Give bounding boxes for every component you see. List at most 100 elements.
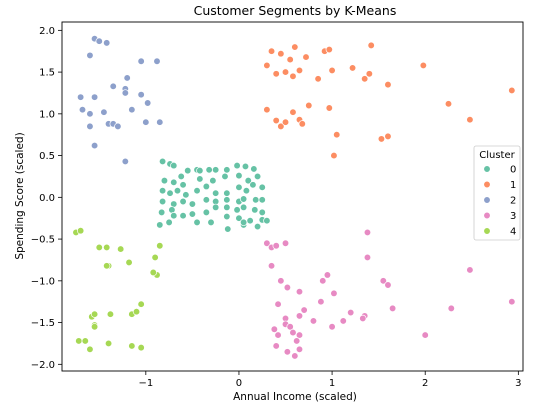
cluster-3-point <box>291 352 299 360</box>
cluster-4-point <box>128 342 136 350</box>
cluster-4-point <box>76 227 85 235</box>
legend-label-3: 3 <box>510 211 516 222</box>
cluster-0-point <box>233 161 241 170</box>
cluster-1-point <box>298 120 306 128</box>
cluster-0-point <box>252 196 260 204</box>
cluster-4-point <box>132 308 141 316</box>
cluster-0-point <box>212 203 220 212</box>
cluster-0-point <box>193 218 201 227</box>
cluster-2-point <box>121 157 129 166</box>
cluster-0-point <box>212 166 220 174</box>
cluster-1-point <box>361 75 369 83</box>
cluster-1-point <box>348 64 357 72</box>
cluster-0-point <box>202 182 211 191</box>
cluster-4-point <box>104 339 113 348</box>
cluster-1-point <box>365 70 373 78</box>
cluster-0-point <box>253 222 262 231</box>
cluster-3-point <box>272 342 280 350</box>
cluster-0-point <box>177 172 185 181</box>
legend-label-1: 1 <box>510 180 516 191</box>
legend-label-2: 2 <box>510 196 516 207</box>
cluster-4-point <box>81 337 89 345</box>
cluster-4-point <box>137 300 145 308</box>
cluster-4-point <box>75 337 83 345</box>
cluster-1-point <box>328 66 336 75</box>
cluster-0-point <box>158 208 166 217</box>
cluster-3-point <box>289 328 297 337</box>
cluster-0-point <box>241 162 250 171</box>
cluster-0-point <box>239 195 248 203</box>
legend-label-4: 4 <box>510 227 516 238</box>
cluster-1-point <box>367 41 375 50</box>
cluster-2-point <box>121 89 129 97</box>
x-tick-label: 2 <box>422 378 428 389</box>
cluster-0-point <box>196 175 204 183</box>
cluster-3-point <box>281 239 290 247</box>
cluster-4-point <box>106 310 115 318</box>
cluster-0-point <box>223 203 231 212</box>
cluster-0-point <box>223 189 231 197</box>
cluster-1-point <box>384 80 392 89</box>
cluster-0-point <box>165 218 173 227</box>
cluster-1-point <box>444 100 453 108</box>
cluster-4-point <box>90 323 99 331</box>
cluster-2-point <box>142 118 150 126</box>
cluster-0-point <box>235 171 243 180</box>
y-tick-label: −1.0 <box>31 276 55 287</box>
cluster-3-point <box>359 314 367 323</box>
cluster-3-point <box>283 348 292 356</box>
cluster-0-point <box>188 210 197 218</box>
cluster-2-point <box>156 118 164 126</box>
cluster-0-point <box>249 181 257 189</box>
cluster-4-point <box>156 242 164 250</box>
cluster-0-point <box>179 197 187 206</box>
cluster-2-point <box>114 122 122 131</box>
cluster-1-point <box>295 66 304 75</box>
cluster-3-point <box>323 271 332 279</box>
cluster-1-point <box>419 61 427 70</box>
cluster-3-point <box>283 283 292 292</box>
cluster-0-point <box>202 208 211 217</box>
cluster-0-point <box>166 189 174 197</box>
y-tick-label: 1.5 <box>39 68 55 79</box>
x-axis: −1 0 1 2 3 <box>138 371 522 389</box>
cluster-0-point <box>235 214 243 222</box>
cluster-3-point <box>319 277 327 285</box>
cluster-3-point <box>277 277 285 285</box>
cluster-4-point <box>125 258 133 267</box>
cluster-1-point <box>305 101 313 110</box>
cluster-0-point <box>158 187 167 195</box>
y-tick-label: 0.5 <box>39 151 55 162</box>
cluster-0-point <box>173 187 182 195</box>
cluster-0-point <box>160 176 169 185</box>
cluster-0-point <box>253 172 262 181</box>
cluster-0-point <box>242 187 251 195</box>
cluster-0-point <box>246 217 254 225</box>
cluster-2-point <box>90 93 99 101</box>
cluster-1-point <box>263 106 271 114</box>
x-tick-label: 3 <box>515 378 521 389</box>
cluster-1-point <box>289 108 297 116</box>
y-tick-label: 0.0 <box>39 193 55 204</box>
cluster-3-point <box>317 298 325 306</box>
cluster-2-point <box>137 57 145 65</box>
y-tick-label: 1.0 <box>39 109 55 120</box>
cluster-1-point <box>267 47 276 55</box>
cluster-3-point <box>274 300 282 308</box>
cluster-0-point <box>244 176 252 185</box>
cluster-4-point <box>90 310 99 318</box>
cluster-0-point <box>235 183 243 191</box>
cluster-3-point <box>328 323 336 331</box>
cluster-3-point <box>267 262 276 270</box>
cluster-0-point <box>263 217 271 225</box>
cluster-3-point <box>272 242 280 250</box>
cluster-0-point <box>239 218 248 227</box>
cluster-4-point <box>149 268 157 277</box>
cluster-0-point <box>179 212 187 220</box>
cluster-0-point <box>170 161 178 170</box>
legend-marker-4 <box>483 227 491 235</box>
cluster-0-point <box>251 206 259 214</box>
cluster-1-point <box>377 135 386 143</box>
cluster-1-point <box>289 72 297 80</box>
legend-marker-2 <box>483 196 491 204</box>
